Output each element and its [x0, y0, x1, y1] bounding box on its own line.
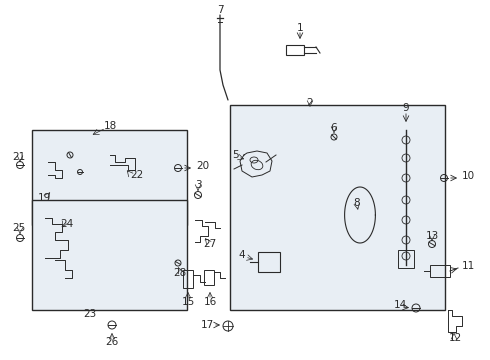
Text: 7: 7 — [217, 5, 223, 15]
Text: 24: 24 — [60, 219, 73, 229]
Text: 3: 3 — [195, 180, 201, 190]
Text: 12: 12 — [448, 333, 462, 343]
Text: 21: 21 — [12, 152, 25, 162]
Text: 20: 20 — [196, 161, 209, 171]
Bar — [32, 130, 187, 225]
Text: 1: 1 — [296, 23, 303, 33]
Text: 6: 6 — [331, 123, 337, 133]
Text: 22: 22 — [130, 170, 143, 180]
Text: 19: 19 — [37, 193, 50, 203]
Text: 28: 28 — [173, 268, 187, 278]
Bar — [32, 200, 187, 310]
Bar — [430, 265, 450, 277]
Bar — [183, 270, 193, 288]
Text: 9: 9 — [403, 103, 409, 113]
Text: 15: 15 — [181, 297, 195, 307]
Text: 25: 25 — [12, 223, 25, 233]
Text: 11: 11 — [462, 261, 475, 271]
Text: 4: 4 — [239, 250, 245, 260]
Bar — [398, 250, 414, 268]
Bar — [204, 270, 214, 285]
Text: 23: 23 — [83, 309, 97, 319]
Text: 5: 5 — [232, 150, 238, 160]
Text: 16: 16 — [203, 297, 217, 307]
Text: 8: 8 — [354, 198, 360, 208]
Text: 27: 27 — [203, 239, 217, 249]
Bar — [230, 105, 445, 310]
Text: 13: 13 — [425, 231, 439, 241]
Text: 14: 14 — [393, 300, 407, 310]
Bar — [258, 252, 280, 272]
Text: 26: 26 — [105, 337, 119, 347]
Text: 17: 17 — [200, 320, 214, 330]
Text: 2: 2 — [307, 98, 313, 108]
Text: 10: 10 — [462, 171, 475, 181]
Bar — [286, 45, 304, 55]
Text: 18: 18 — [103, 121, 117, 131]
